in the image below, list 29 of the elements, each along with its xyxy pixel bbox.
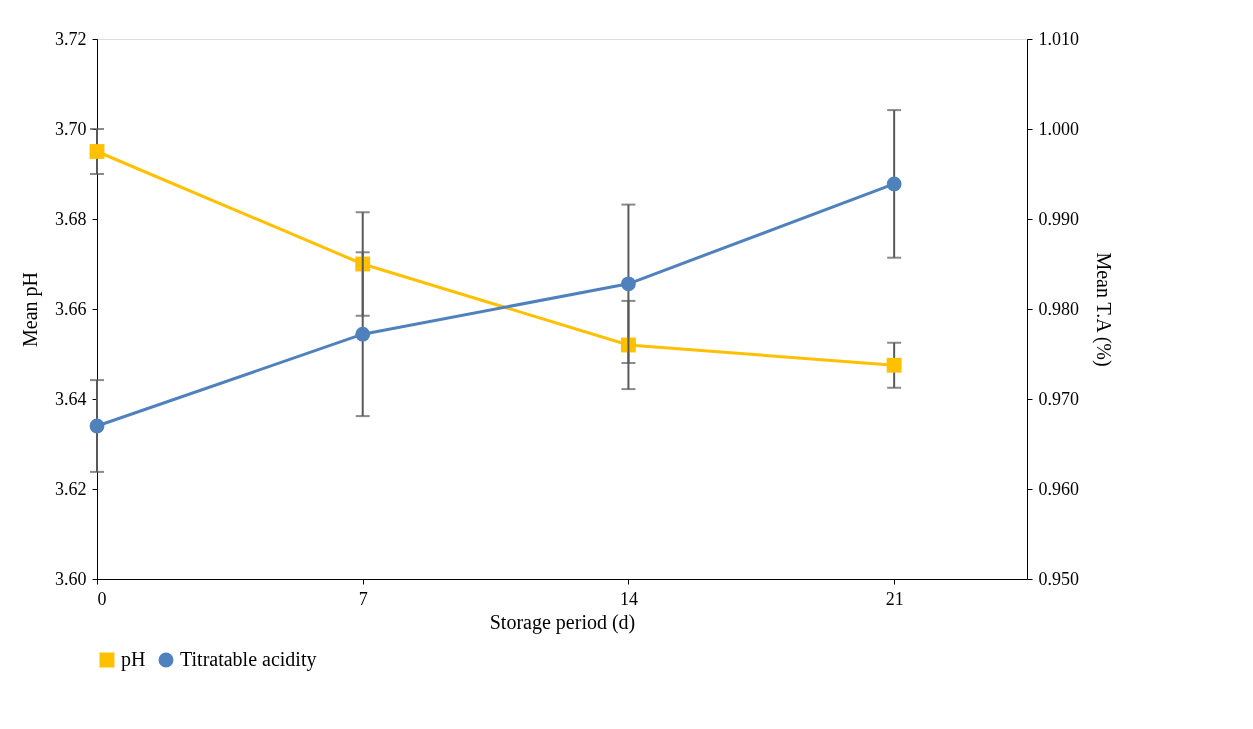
y-tick-label: 3.60 [55,568,87,589]
y2-axis-title: Mean T.A (%) [1092,252,1115,367]
point [89,418,105,434]
y-tick-label: 3.62 [55,478,87,499]
y2-tick-label: 0.990 [1038,208,1079,229]
y-tick-label: 3.66 [55,298,87,319]
x-axis-title: Storage period (d) [489,610,636,634]
point [621,276,636,292]
point [89,144,105,159]
y2-tick-label: 0.960 [1038,478,1079,499]
y2-tick-label: 1.000 [1038,118,1079,139]
point [355,326,371,342]
point [886,176,902,192]
legend-label: pH [121,648,146,671]
y2-tick-label: 1.010 [1038,28,1079,49]
legend-label: Titratable acidity [180,648,317,671]
y2-tick-label: 0.980 [1038,298,1079,319]
y-tick-label: 3.68 [55,208,87,229]
y-tick-label: 3.64 [55,388,87,409]
point [886,357,902,373]
y-tick-label: 3.72 [55,28,87,49]
y-axis-title: Mean pH [19,272,42,347]
x-tick-label: 7 [358,588,368,609]
y2-tick-label: 0.950 [1038,568,1079,589]
x-tick-label: 14 [619,588,638,609]
y-tick-label: 3.70 [55,118,87,139]
x-tick-label: 21 [885,588,904,609]
x-tick-label: 0 [97,588,107,609]
y2-tick-label: 0.970 [1038,388,1079,409]
